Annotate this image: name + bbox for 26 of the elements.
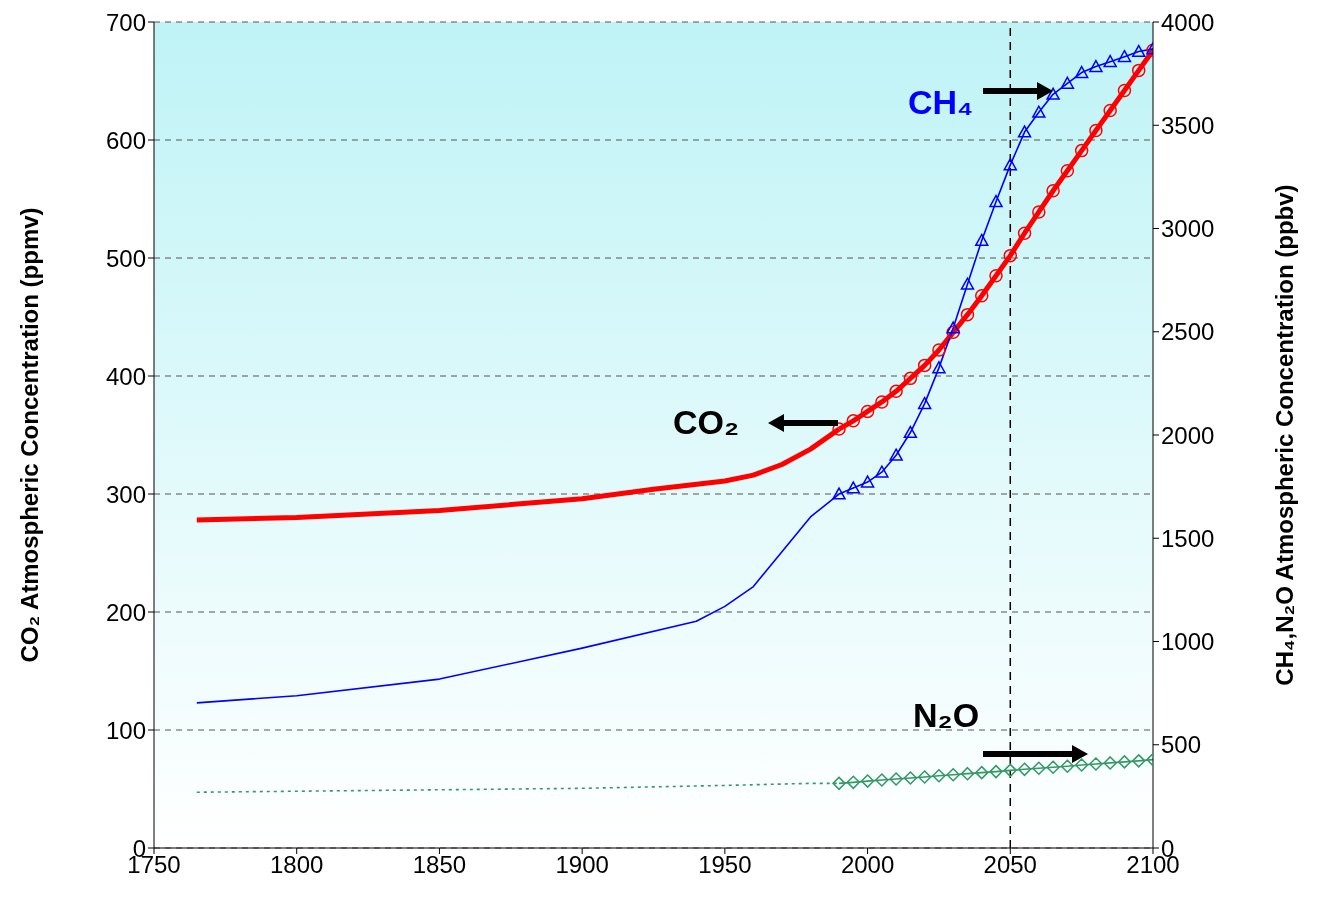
y2-tick-label: 1500	[1161, 524, 1215, 552]
y2-tick-label: 2500	[1161, 318, 1215, 346]
y-tick-label: 700	[105, 8, 146, 36]
text: N₂O	[913, 696, 980, 734]
x-tick-label: 1800	[270, 851, 324, 879]
y2-tick-label: 2000	[1161, 421, 1215, 449]
y2-tick-label: 3000	[1161, 215, 1215, 243]
y2-tick-label: 3500	[1161, 111, 1215, 139]
x-tick-label: 1850	[412, 851, 467, 879]
y-axis-title: CO₂ Atmospheric Concentration (ppmv)	[16, 207, 43, 663]
text: CH₄	[908, 83, 974, 121]
y-tick-label: 600	[105, 126, 146, 154]
y2-tick-label: 500	[1161, 731, 1202, 759]
y2-tick-label: 1000	[1161, 628, 1215, 656]
x-tick-label: 1900	[555, 851, 609, 879]
x-tick-label: 2000	[840, 851, 895, 879]
y2-axis-title: CH₄,N₂O Atmospheric Concentration (ppbv)	[1271, 184, 1298, 686]
y-tick-label: 400	[105, 362, 146, 390]
y-tick-label: 100	[105, 716, 146, 744]
y-tick-label: 500	[105, 244, 146, 272]
series-label: CO₂	[673, 403, 740, 441]
y-tick-label: 300	[105, 480, 146, 508]
y2-tick-label: 4000	[1161, 8, 1215, 36]
x-tick-label: 1950	[698, 851, 752, 879]
x-tick-label: 2050	[983, 851, 1037, 879]
y-tick-label: 200	[105, 598, 146, 626]
